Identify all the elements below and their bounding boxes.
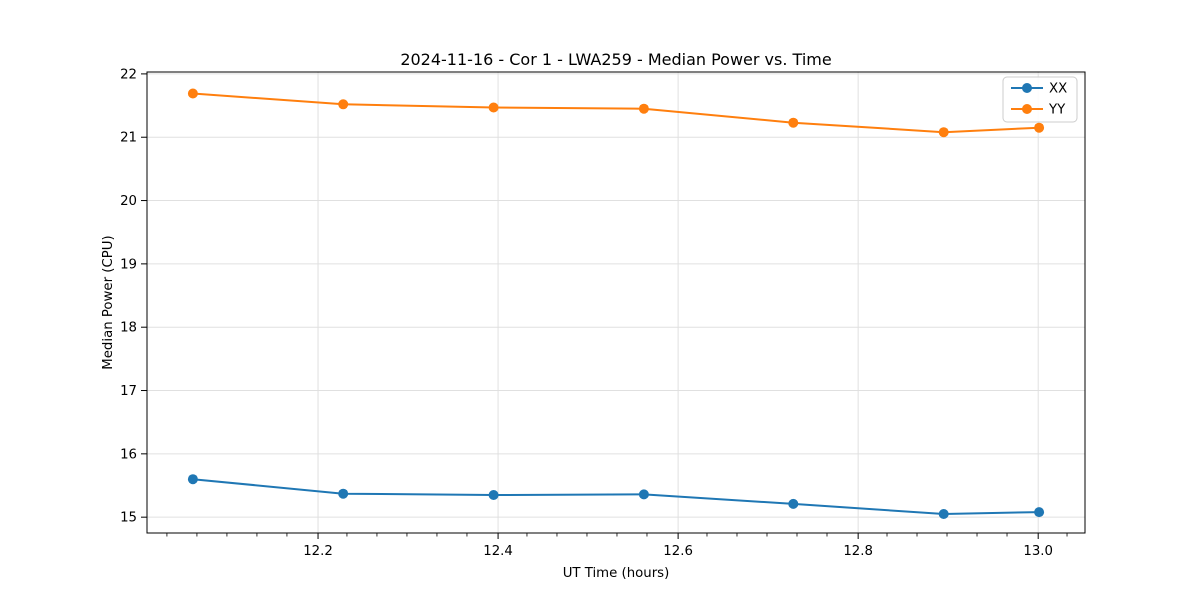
series-XX-point xyxy=(1034,507,1045,518)
x-tick-label: 12.2 xyxy=(303,544,333,559)
legend-marker-XX xyxy=(1022,83,1032,93)
legend-marker-YY xyxy=(1022,104,1032,114)
series-XX-line xyxy=(191,478,1041,515)
legend: XX YY xyxy=(1002,76,1078,123)
y-tick-label: 17 xyxy=(120,384,137,399)
y-tick-label: 15 xyxy=(120,511,137,526)
legend-entry-XX: XX xyxy=(1049,82,1067,97)
series-YY-line xyxy=(191,92,1041,134)
series-YY-point xyxy=(187,88,198,99)
y-tick-label: 16 xyxy=(120,447,137,462)
x-tick-label: 12.8 xyxy=(843,544,873,559)
series-XX-point xyxy=(638,489,649,500)
x-tick-label: 12.4 xyxy=(483,544,513,559)
y-tick-label: 18 xyxy=(120,321,137,336)
series-XX-point xyxy=(938,509,949,519)
y-tick-label: 21 xyxy=(120,131,137,146)
series-XX-point xyxy=(187,474,198,485)
series-XX-point xyxy=(488,490,499,500)
x-tick-label: 12.6 xyxy=(663,544,693,559)
series-YY-point xyxy=(338,99,349,110)
legend-entry-YY: YY xyxy=(1048,103,1066,118)
series-YY-point xyxy=(788,117,799,128)
y-tick-label: 20 xyxy=(120,194,137,209)
series-YY-point xyxy=(938,127,949,138)
y-tick-label: 22 xyxy=(120,67,137,82)
spines-layer xyxy=(146,71,1086,534)
x-tick-label: 13.0 xyxy=(1023,544,1053,559)
x-axis-label: UT Time (hours) xyxy=(563,566,670,581)
series-YY-point xyxy=(638,103,649,114)
ticks-layer: 12.2 12.4 12.6 12.8 13.0 15 16 17 18 19 20 21 22 xyxy=(120,67,1068,559)
axes-frame xyxy=(146,71,1086,534)
series-XX-point xyxy=(338,488,349,499)
series-YY-point xyxy=(1034,122,1045,133)
series-layer xyxy=(187,88,1045,519)
grid-layer xyxy=(147,72,1085,533)
y-tick-label: 19 xyxy=(120,257,137,272)
series-YY-point xyxy=(488,102,499,113)
y-axis-label: Median Power (CPU) xyxy=(101,235,116,369)
series-XX-point xyxy=(788,498,799,509)
chart-title: 2024-11-16 - Cor 1 - LWA259 - Median Pow… xyxy=(400,50,831,69)
